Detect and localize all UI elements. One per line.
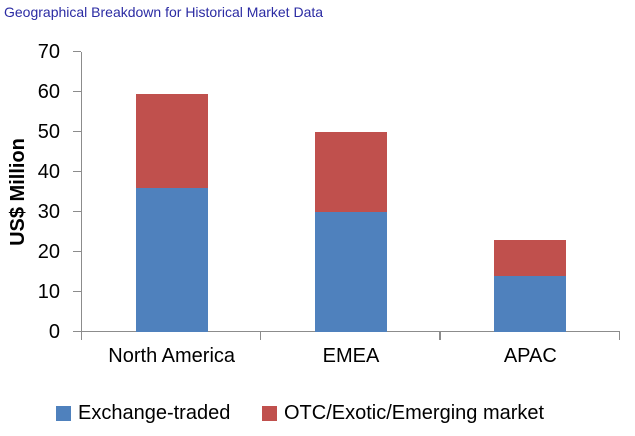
bar-segment-apac-otc-exotic-emerging-market: [494, 240, 567, 276]
x-category-label-apac: APAC: [503, 345, 557, 367]
y-axis-line: [80, 52, 82, 332]
y-tick-label: 60: [37, 81, 60, 103]
y-tick-label: 30: [37, 201, 60, 223]
y-axis-tick: [73, 50, 81, 52]
y-tick-label: 40: [37, 161, 60, 183]
bar-segment-emea-exchange-traded: [315, 212, 387, 332]
legend-swatch-exchange-traded: [56, 405, 71, 421]
legend-item-otc-exotic-emerging-market: OTC/Exotic/Emerging market: [262, 401, 544, 425]
bar-segment-north-america-exchange-traded: [135, 188, 208, 332]
x-axis-tick: [80, 332, 82, 340]
legend-label-exchange-traded: Exchange-traded: [78, 402, 231, 424]
bar-segment-north-america-otc-exotic-emerging-market: [135, 94, 208, 188]
y-tick-label: 0: [48, 321, 60, 343]
x-category-label-emea: EMEA: [322, 345, 380, 367]
legend-label-otc-exotic-emerging-market: OTC/Exotic/Emerging market: [284, 402, 545, 424]
bar-segment-apac-exchange-traded: [494, 276, 567, 332]
y-tick-label: 50: [37, 121, 60, 143]
x-category-label-north-america: North America: [108, 345, 236, 367]
y-axis-tick: [73, 290, 81, 292]
y-tick-label: 20: [37, 241, 60, 263]
y-axis-tick: [73, 130, 81, 132]
y-axis-tick: [73, 210, 81, 212]
bar-segment-emea-otc-exotic-emerging-market: [315, 132, 387, 212]
x-axis-tick: [439, 332, 441, 340]
x-axis-tick: [259, 332, 262, 340]
y-tick-label: 10: [37, 281, 60, 303]
y-axis-tick: [73, 330, 81, 332]
chart-title: Geographical Breakdown for Historical Ma…: [4, 4, 324, 20]
y-tick-label: 70: [37, 41, 60, 63]
y-axis-tick: [73, 170, 81, 172]
y-axis-tick: [73, 90, 81, 92]
legend-swatch-otc-exotic-emerging-market: [262, 405, 277, 421]
x-axis-tick: [618, 332, 620, 340]
y-axis-tick: [73, 250, 81, 252]
legend-item-exchange-traded: Exchange-traded: [56, 401, 230, 425]
